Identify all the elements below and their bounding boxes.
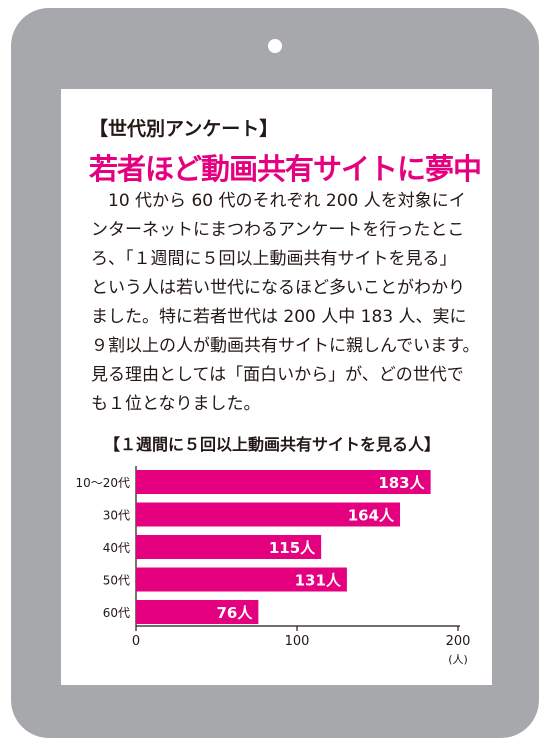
category-label: 30代 (103, 509, 130, 523)
body-line: ろ、「１週間に５回以上動画共有サイトを見る」 (91, 249, 457, 269)
x-tick-label: 0 (132, 634, 140, 649)
value-label: 183人 (378, 474, 425, 492)
body-line: 見る理由としては「面白いから」が、どの世代で (91, 365, 464, 385)
value-label: 76人 (216, 604, 253, 622)
category-label: 10〜20代 (75, 476, 130, 490)
bar-5 (136, 600, 259, 624)
body-line: という人は若い世代になるほど多いことがわかり (91, 278, 465, 298)
x-tick-label: 100 (285, 634, 310, 649)
camera-icon (268, 39, 282, 53)
body-line: 10 代から 60 代のそれぞれ 200 人を対象にイ (91, 191, 466, 211)
value-label: 164人 (348, 507, 395, 525)
category-label: 50代 (103, 574, 130, 588)
x-tick-label: 200 (446, 634, 471, 649)
chart-title: 【１週間に５回以上動画共有サイトを見る人】 (104, 435, 441, 454)
value-label: 131人 (295, 572, 342, 590)
category-label: 40代 (103, 541, 130, 555)
value-label: 115人 (269, 539, 316, 557)
bar-1 (136, 470, 431, 494)
bar-2 (136, 502, 401, 527)
unit-label: (人) (448, 653, 468, 666)
body-line: ９割以上の人が動画共有サイトに親しんでいます。 (91, 336, 480, 356)
section-heading: 【世代別アンケート】 (89, 118, 279, 140)
body-line: も１位となりました。 (91, 394, 261, 414)
body-line: ンターネットにまつわるアンケートを行ったとこ (91, 220, 465, 240)
bar-4 (136, 567, 347, 592)
bar-3 (136, 535, 322, 559)
headline: 若者ほど動画共有サイトに夢中 (89, 152, 482, 186)
category-label: 60代 (103, 606, 130, 620)
body-line: ました。特に若者世代は 200 人中 183 人、実に (91, 307, 467, 327)
